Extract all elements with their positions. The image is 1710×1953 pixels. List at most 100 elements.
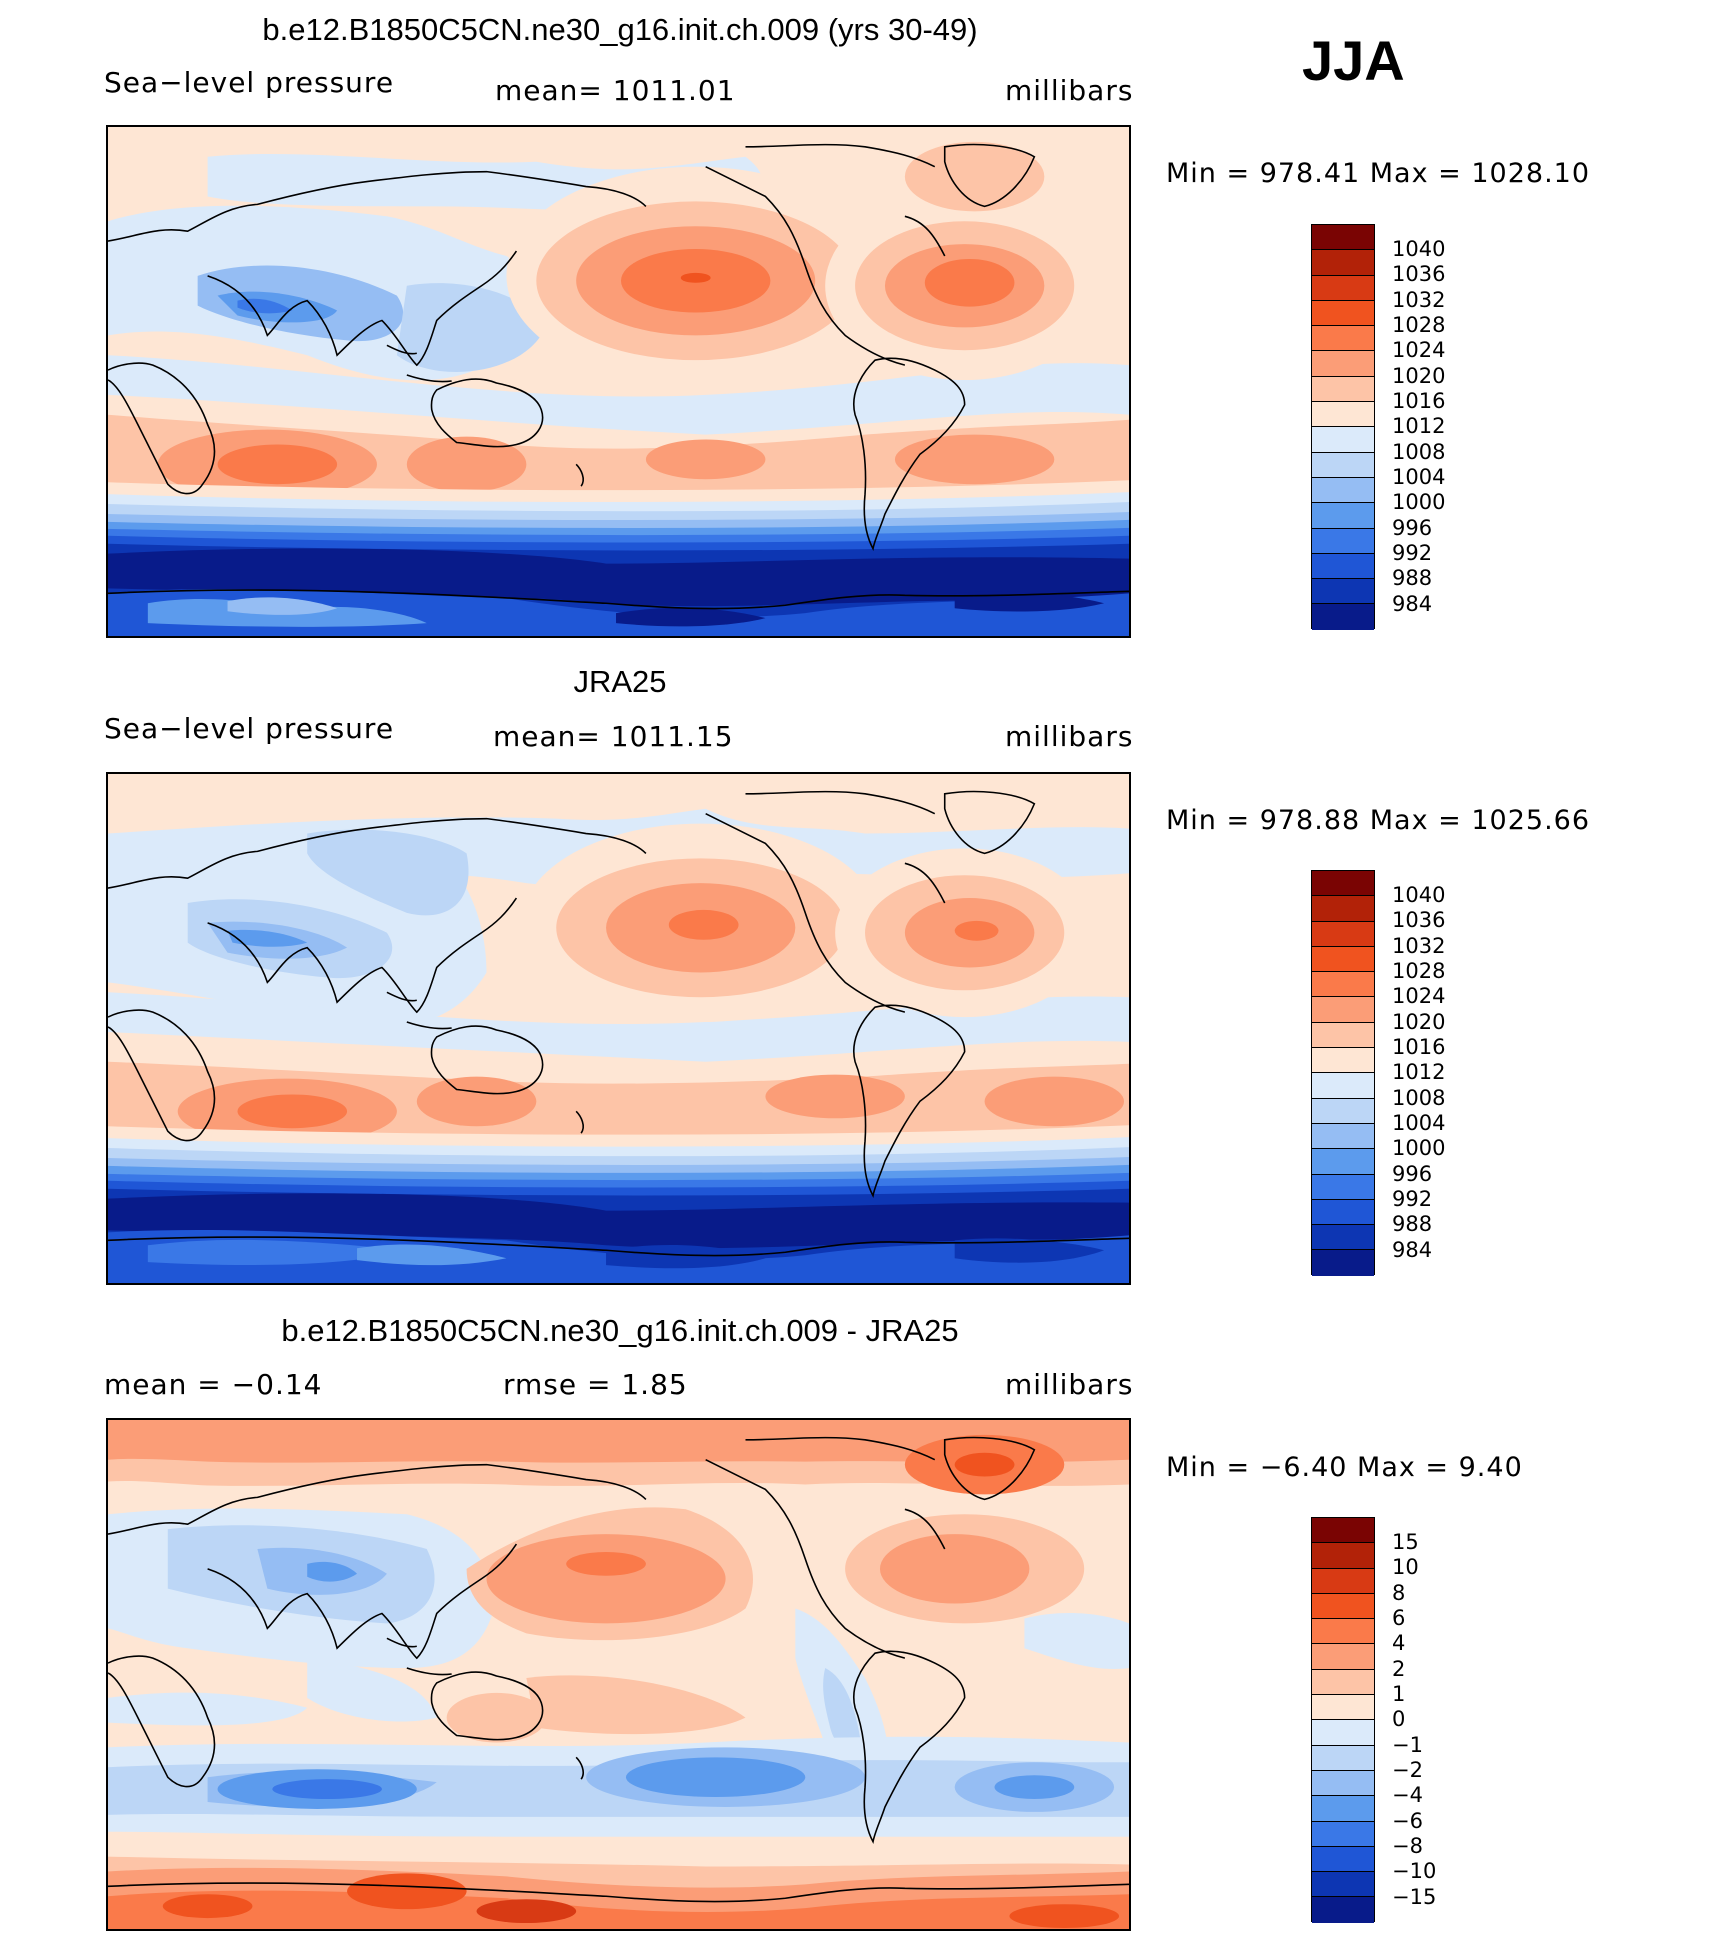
colorbar-swatch — [1312, 1022, 1374, 1049]
colorbar-swatch — [1312, 275, 1374, 301]
colorbar-label: −10 — [1392, 1859, 1437, 1883]
colorbar-swatch — [1312, 997, 1374, 1023]
colorbar-label: 996 — [1392, 516, 1433, 540]
panel-3-units-label: millibars — [1005, 1368, 1134, 1401]
colorbar-swatch — [1312, 1123, 1374, 1150]
colorbar-label: 1000 — [1392, 490, 1446, 514]
panel-3-mean-label: mean = −0.14 — [104, 1368, 323, 1401]
colorbar-swatch — [1312, 503, 1374, 529]
panel-1-title: b.e12.B1850C5CN.ne30_g16.init.ch.009 (yr… — [262, 12, 978, 47]
colorbar-label: 1036 — [1392, 262, 1446, 286]
panel-1-minmax: Min = 978.41 Max = 1028.10 — [1166, 158, 1591, 189]
colorbar-swatch — [1312, 553, 1374, 580]
colorbar-label: 1008 — [1392, 440, 1446, 464]
panel-3-colorbar — [1311, 1517, 1375, 1923]
colorbar-swatch — [1312, 1897, 1374, 1923]
colorbar-label: 1020 — [1392, 364, 1446, 388]
colorbar-label: 1028 — [1392, 313, 1446, 337]
panel-2-title: JRA25 — [573, 664, 667, 699]
colorbar-swatch — [1312, 1098, 1374, 1124]
colorbar-label: 1024 — [1392, 338, 1446, 362]
colorbar-label: −6 — [1392, 1809, 1423, 1833]
colorbar-swatch — [1312, 1821, 1374, 1847]
panel-2-colorbar — [1311, 870, 1375, 1276]
colorbar-label: 1008 — [1392, 1086, 1446, 1110]
colorbar-label: −8 — [1392, 1834, 1423, 1858]
colorbar-label: 1032 — [1392, 288, 1446, 312]
colorbar-swatch — [1312, 1619, 1374, 1645]
colorbar-swatch — [1312, 1644, 1374, 1670]
colorbar-label: 1032 — [1392, 934, 1446, 958]
panel-3-title: b.e12.B1850C5CN.ne30_g16.init.ch.009 - J… — [281, 1313, 959, 1348]
colorbar-swatch — [1312, 1250, 1374, 1276]
colorbar-label: 1024 — [1392, 984, 1446, 1008]
colorbar-swatch — [1312, 1593, 1374, 1620]
colorbar-swatch — [1312, 1872, 1374, 1898]
colorbar-label: 992 — [1392, 541, 1433, 565]
colorbar-swatch — [1312, 250, 1374, 276]
colorbar-swatch — [1312, 1568, 1374, 1594]
colorbar-label: 988 — [1392, 566, 1433, 590]
panel-1-mean-label: mean= 1011.01 — [495, 74, 736, 107]
colorbar-label: 1004 — [1392, 1111, 1446, 1135]
panel-2-units-label: millibars — [1005, 720, 1134, 753]
panel-2-map — [106, 772, 1131, 1285]
colorbar-swatch — [1312, 946, 1374, 973]
season-label: JJA — [1302, 29, 1405, 92]
colorbar-swatch — [1312, 1770, 1374, 1797]
colorbar-label: 4 — [1392, 1631, 1406, 1655]
colorbar-swatch — [1312, 871, 1374, 897]
colorbar-swatch — [1312, 528, 1374, 554]
panel-1-colorbar — [1311, 224, 1375, 630]
colorbar-label: 1012 — [1392, 1060, 1446, 1084]
colorbar-label: 8 — [1392, 1581, 1406, 1605]
colorbar-swatch — [1312, 1695, 1374, 1721]
colorbar-label: 1036 — [1392, 908, 1446, 932]
colorbar-swatch — [1312, 452, 1374, 478]
colorbar-label: −1 — [1392, 1733, 1423, 1757]
panel-3-minmax: Min = −6.40 Max = 9.40 — [1166, 1452, 1523, 1483]
panel-3-map — [106, 1418, 1131, 1931]
colorbar-label: 1016 — [1392, 1035, 1446, 1059]
colorbar-label: 988 — [1392, 1212, 1433, 1236]
colorbar-swatch — [1312, 604, 1374, 630]
panel-2-variable-label: Sea−level pressure — [104, 712, 395, 745]
colorbar-label: 6 — [1392, 1606, 1406, 1630]
colorbar-swatch — [1312, 402, 1374, 428]
colorbar-swatch — [1312, 921, 1374, 947]
colorbar-swatch — [1312, 351, 1374, 377]
colorbar-swatch — [1312, 1518, 1374, 1544]
colorbar-label: 1012 — [1392, 414, 1446, 438]
colorbar-swatch — [1312, 1199, 1374, 1226]
colorbar-swatch — [1312, 1543, 1374, 1569]
colorbar-label: 1040 — [1392, 237, 1446, 261]
colorbar-label: 1 — [1392, 1682, 1406, 1706]
colorbar-label: 1040 — [1392, 883, 1446, 907]
colorbar-swatch — [1312, 1073, 1374, 1099]
panel-1-variable-label: Sea−level pressure — [104, 66, 395, 99]
colorbar-swatch — [1312, 300, 1374, 327]
colorbar-label: 984 — [1392, 592, 1433, 616]
panel-3-rmse-label: rmse = 1.85 — [503, 1368, 688, 1401]
colorbar-swatch — [1312, 225, 1374, 251]
colorbar-swatch — [1312, 1745, 1374, 1771]
colorbar-label: 992 — [1392, 1187, 1433, 1211]
colorbar-label: 15 — [1392, 1530, 1419, 1554]
colorbar-swatch — [1312, 477, 1374, 504]
colorbar-swatch — [1312, 1669, 1374, 1696]
panel-2-minmax: Min = 978.88 Max = 1025.66 — [1166, 805, 1591, 836]
colorbar-swatch — [1312, 1720, 1374, 1746]
panel-2-mean-label: mean= 1011.15 — [493, 720, 734, 753]
colorbar-label: 996 — [1392, 1162, 1433, 1186]
panel-1-units-label: millibars — [1005, 74, 1134, 107]
colorbar-swatch — [1312, 1846, 1374, 1873]
colorbar-label: 2 — [1392, 1657, 1406, 1681]
colorbar-label: 984 — [1392, 1238, 1433, 1262]
colorbar-swatch — [1312, 896, 1374, 922]
colorbar-swatch — [1312, 1149, 1374, 1175]
colorbar-label: 1004 — [1392, 465, 1446, 489]
colorbar-swatch — [1312, 326, 1374, 352]
colorbar-label: 1000 — [1392, 1136, 1446, 1160]
colorbar-label: 1028 — [1392, 959, 1446, 983]
colorbar-label: −2 — [1392, 1758, 1423, 1782]
